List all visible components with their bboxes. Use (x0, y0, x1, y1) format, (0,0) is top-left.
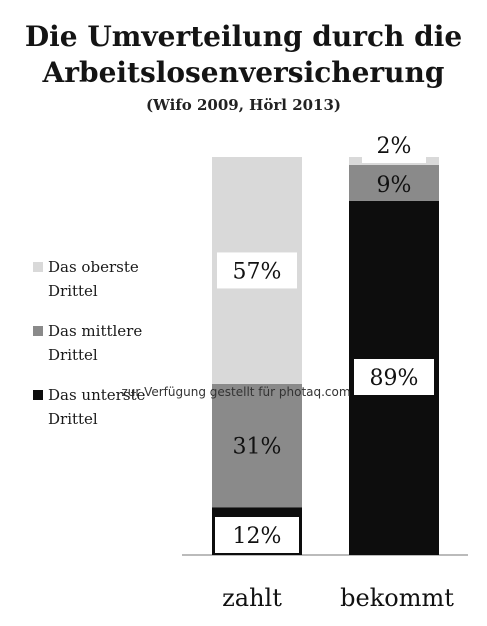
bar-segment-bekommt-1 (349, 164, 439, 201)
bar-segment-zahlt-1 (212, 383, 302, 508)
legend-label-0-0: Das unterste (48, 386, 146, 404)
chart-title-line-1: Die Umverteilung durch die (24, 20, 463, 53)
legend-swatch-1 (33, 326, 43, 336)
value-label-bekommt-0: 89% (370, 366, 419, 391)
value-label-zahlt-2-box (217, 252, 297, 289)
legend-swatch-2 (33, 262, 43, 272)
legend-label-0-1: Drittel (48, 410, 98, 428)
value-label-bekommt-0-box (354, 359, 434, 395)
x-tick-label-bekommt: bekommt (340, 584, 454, 612)
value-label-bekommt-2-box (362, 127, 426, 163)
value-label-zahlt-1: 31% (233, 435, 282, 460)
watermark-text: zur Verfügung gestellt für photaq.com (121, 385, 350, 399)
legend-label-2-0: Das oberste (48, 258, 139, 276)
legend-label-1-1: Drittel (48, 346, 98, 364)
legend-swatch-0 (33, 390, 43, 400)
chart-subtitle: (Wifo 2009, Hörl 2013) (145, 96, 342, 114)
legend-label-2-1: Drittel (48, 282, 98, 300)
value-label-zahlt-0: 12% (233, 524, 282, 549)
value-label-zahlt-2: 57% (233, 259, 282, 284)
x-tick-label-zahlt: zahlt (222, 584, 282, 612)
value-label-zahlt-0-box (215, 517, 299, 553)
value-label-bekommt-1: 9% (377, 173, 412, 198)
legend-label-1-0: Das mittlere (48, 322, 142, 340)
chart-title-line-2: Arbeitslosenversicherung (42, 56, 445, 89)
value-label-bekommt-2: 2% (377, 134, 412, 159)
